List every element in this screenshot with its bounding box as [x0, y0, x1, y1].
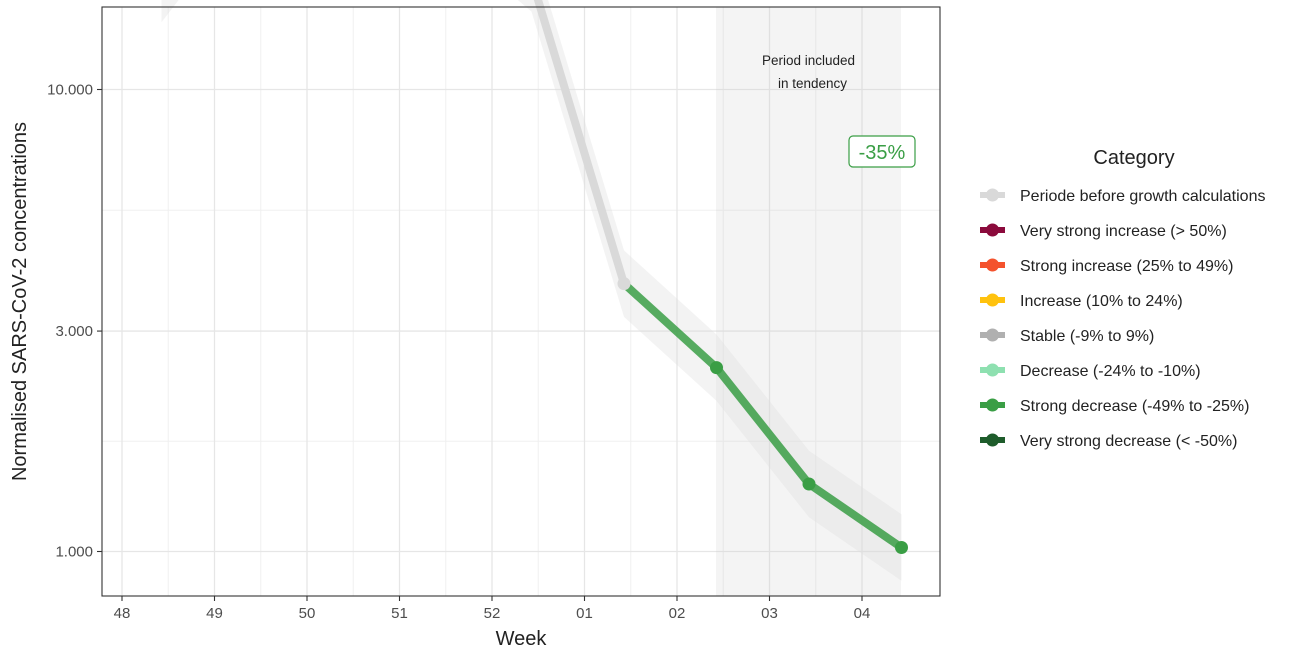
legend-item-label: Strong decrease (-49% to -25%) [1020, 398, 1249, 415]
legend-key-point [986, 433, 999, 447]
legend-key-point [986, 328, 999, 342]
data-point [895, 541, 908, 555]
legend-key-point [986, 363, 999, 377]
highlight-period-shade [716, 7, 901, 596]
series-line-segment [805, 479, 906, 552]
data-point [710, 361, 723, 375]
legend-item-label: Strong increase (25% to 49%) [1020, 258, 1233, 275]
legend-key-point [986, 223, 999, 237]
plot-panel [102, 7, 940, 596]
legend-item-label: Very strong increase (> 50%) [1020, 223, 1227, 240]
x-axis-title: Week [496, 628, 548, 650]
uncertainty-band [161, 0, 902, 581]
legend-key-point [986, 293, 999, 307]
data-point [802, 477, 816, 491]
series-line-segment [712, 363, 813, 488]
series-line-segment [533, 0, 628, 288]
x-tick-label: 49 [206, 605, 223, 622]
legend-item-label: Increase (10% to 24%) [1020, 293, 1183, 310]
legend-item-label: Stable (-9% to 9%) [1020, 328, 1154, 345]
data-point [617, 277, 631, 291]
legend-key-point [986, 398, 999, 412]
plot-border [101, 6, 941, 597]
y-tick-label: 10.000 [47, 82, 93, 99]
x-tick-label: 50 [299, 605, 316, 622]
x-tick-label: 48 [114, 605, 131, 622]
x-tick-label: 02 [669, 605, 686, 622]
x-tick-label: 03 [761, 605, 778, 622]
legend-key-point [986, 188, 999, 202]
y-tick-label: 1.000 [55, 544, 93, 561]
tendency-badge [848, 135, 916, 168]
period-label-line1: Period included [762, 53, 855, 68]
legend-item-label: Decrease (-24% to -10%) [1020, 363, 1201, 380]
x-tick-label: 01 [576, 605, 593, 622]
period-label-line2: in tendency [778, 76, 847, 91]
legend-title: Category [1093, 147, 1174, 169]
tendency-label: -35% [859, 142, 906, 164]
y-tick-label: 3.000 [55, 323, 93, 340]
legend-key-point [986, 258, 999, 272]
legend-item-label: Very strong decrease (< -50%) [1020, 433, 1237, 450]
series-line-segment [620, 279, 721, 372]
y-axis-title: Normalised SARS-CoV-2 concentrations [9, 122, 31, 481]
x-tick-label: 52 [484, 605, 501, 622]
legend-item-label: Periode before growth calculations [1020, 188, 1265, 205]
x-tick-label: 04 [854, 605, 871, 622]
x-tick-label: 51 [391, 605, 408, 622]
